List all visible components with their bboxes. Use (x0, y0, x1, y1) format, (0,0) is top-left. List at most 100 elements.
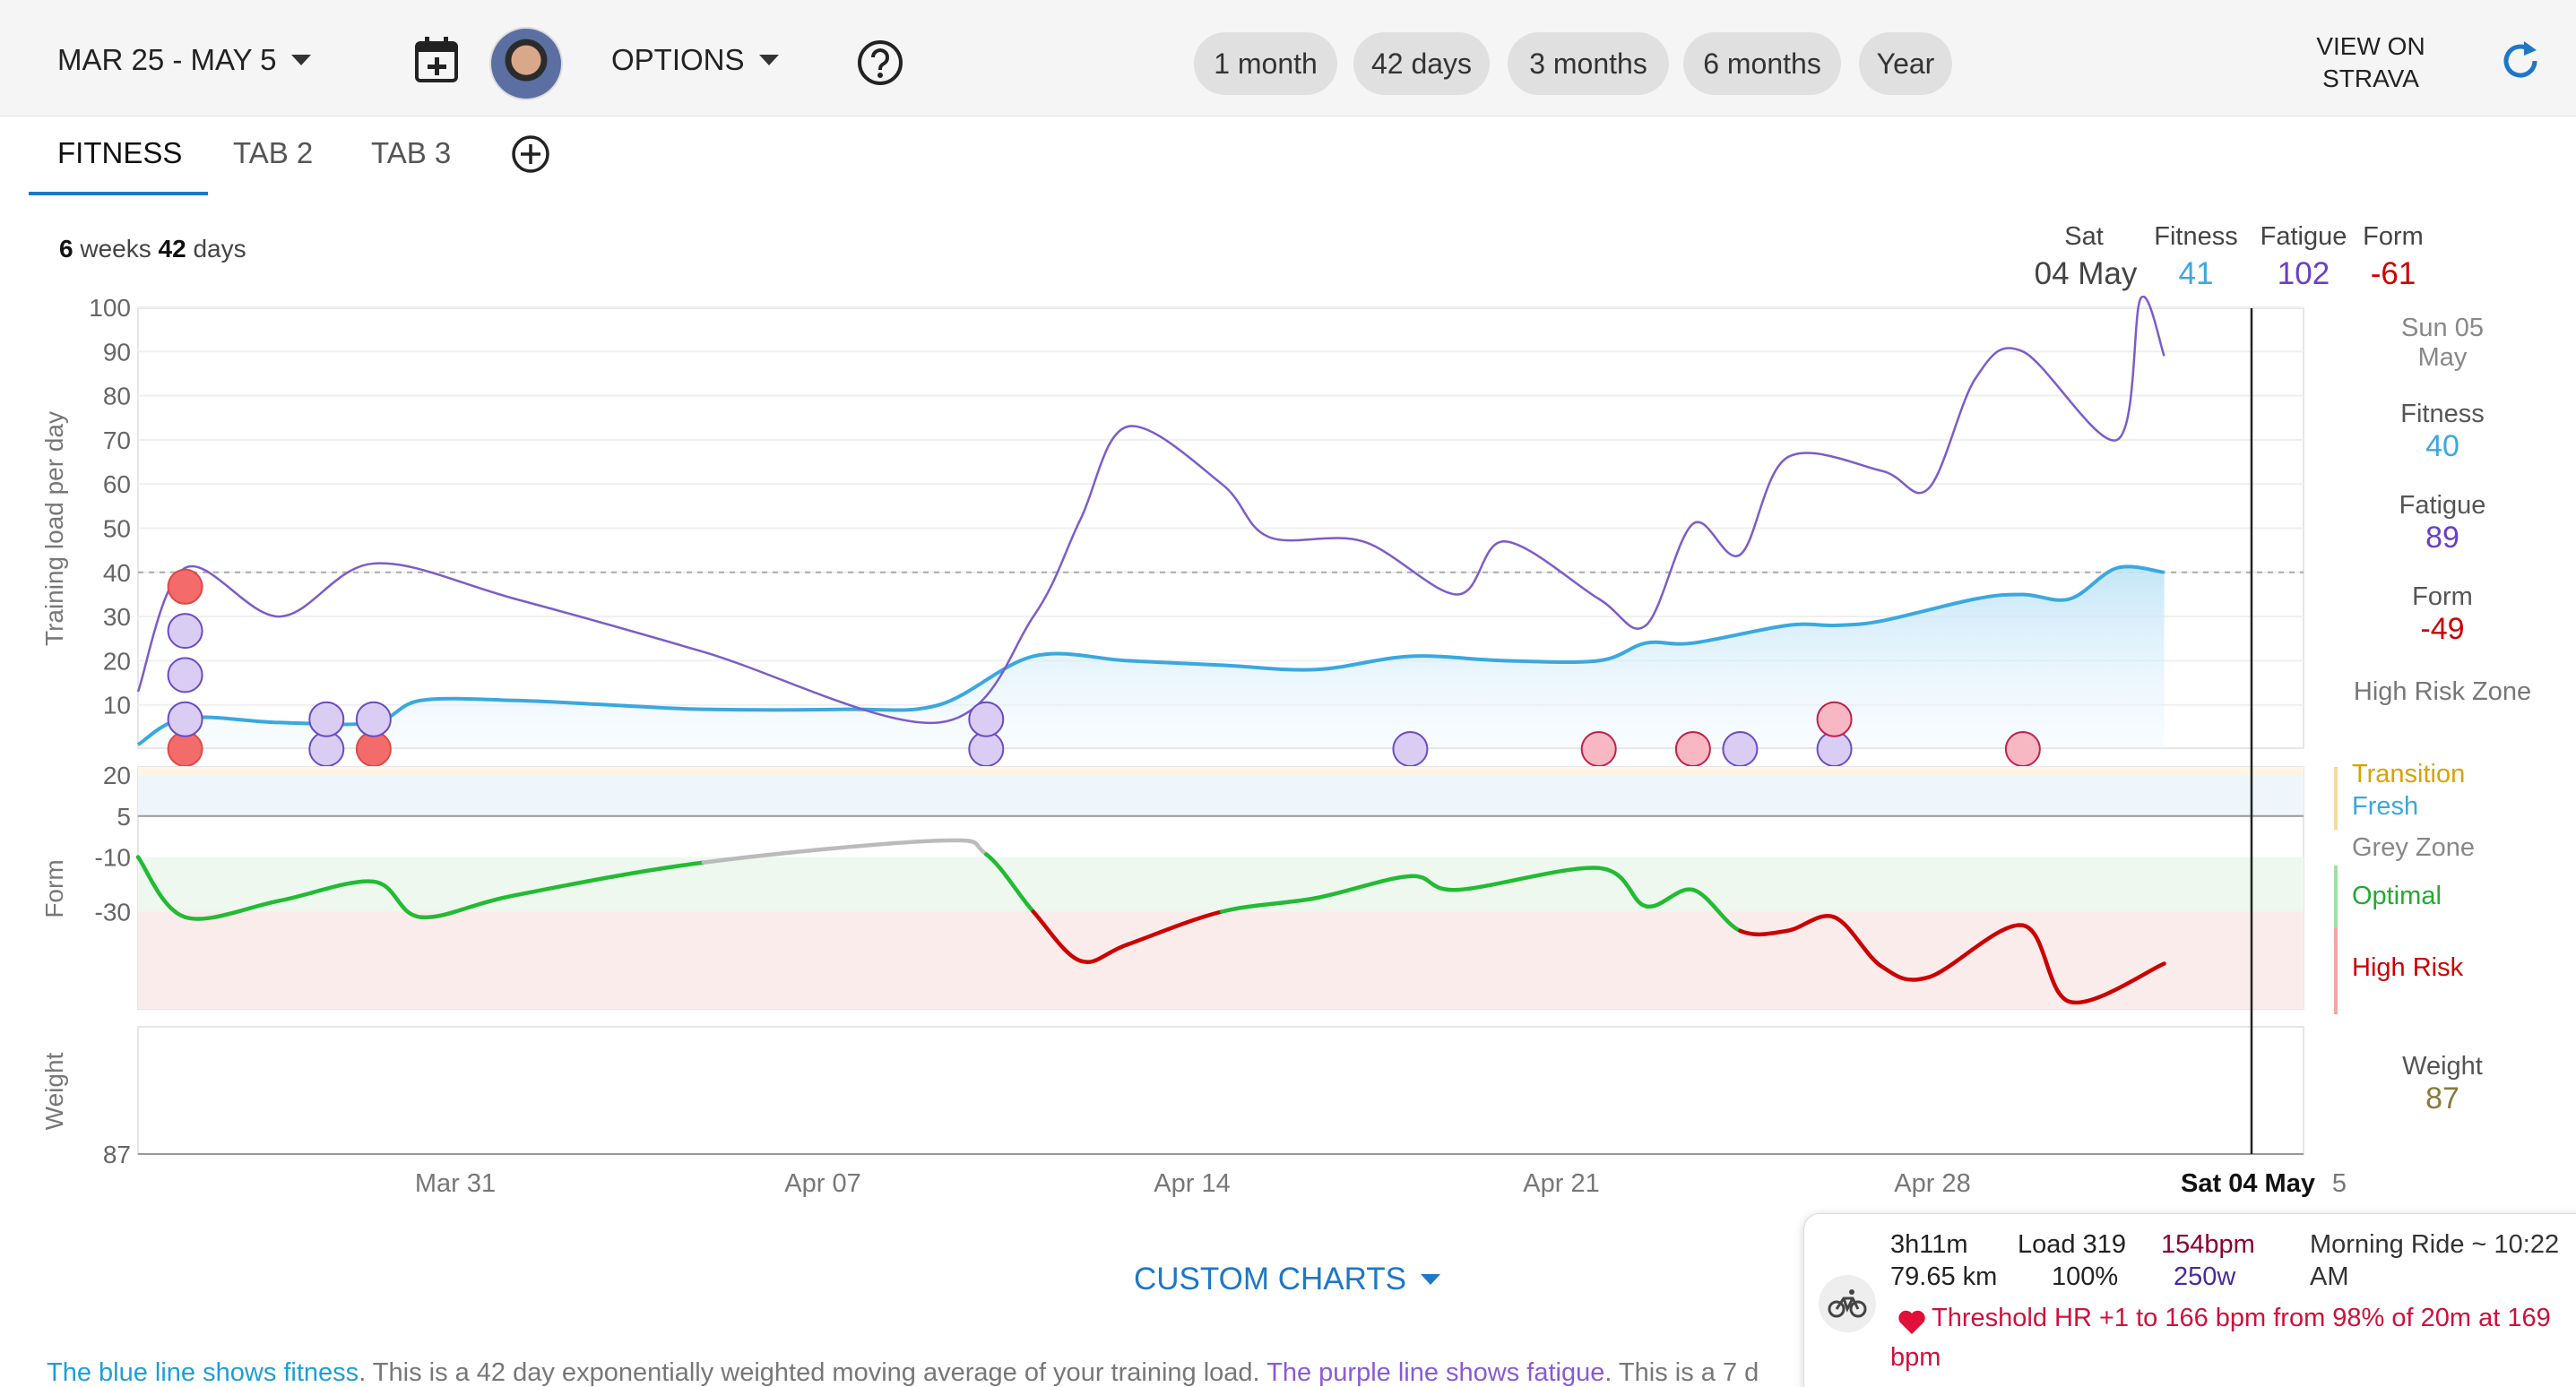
fatigue-description-link[interactable]: The purple line shows fatigue (1266, 1358, 1605, 1387)
x-tick-label: Apr 14 (1154, 1169, 1230, 1198)
y-tick-label: 90 (103, 338, 131, 366)
tab-3[interactable]: TAB 3 (371, 136, 452, 169)
weight-chart: 87 Weight (40, 1026, 2304, 1168)
threshold-note-continued: bpm (1890, 1343, 1941, 1372)
custom-charts-dropdown[interactable]: CUSTOM CHARTS (1134, 1262, 1441, 1297)
right-panel-fitness: Fitness 40 (2330, 400, 2554, 464)
form-line-segment (2020, 923, 2072, 1004)
y-tick-label: 70 (103, 426, 131, 454)
help-icon[interactable] (857, 39, 903, 86)
zone-bar-high-risk (2334, 928, 2338, 1014)
chevron-down-icon (290, 55, 311, 65)
zone-optimal (138, 857, 2304, 912)
zone-transition (138, 767, 2304, 775)
y-tick-label: 10 (103, 692, 131, 719)
panel-weight-label: Weight (2402, 1052, 2483, 1081)
period-summary: 6 weeks 42 days (59, 235, 246, 263)
form-line-segment (1738, 928, 1790, 937)
x-tick-label: Apr 21 (1523, 1169, 1599, 1198)
activity-dot (1580, 731, 1617, 767)
refresh-icon[interactable] (2497, 38, 2544, 84)
activity-title[interactable]: Morning Ride ~ 10:22 (2310, 1230, 2560, 1259)
form-tick-label: -30 (95, 899, 131, 926)
options-dropdown[interactable]: OPTIONS (611, 43, 779, 77)
activity-dot (355, 701, 392, 737)
form-line-segment (1408, 874, 1460, 892)
fatigue-line (136, 296, 2165, 725)
readout-fitness-label: Fitness (2154, 222, 2238, 251)
activity-title-continued: AM (2310, 1262, 2349, 1291)
form-line-segment (1078, 942, 1130, 964)
zone-high-risk-label: High Risk (2352, 953, 2464, 982)
period-year-button[interactable]: Year (1859, 32, 1952, 95)
calendar-add-icon[interactable] (414, 36, 459, 84)
activity-distance: 79.65 km (1890, 1262, 1998, 1291)
form-line-segment (1455, 866, 1601, 892)
fitness-chart[interactable]: 10 20 30 40 50 60 70 80 90 100 Training load per d… (0, 296, 2576, 1201)
activity-duration: 3h11m (1890, 1230, 1968, 1259)
add-tab-icon[interactable] (511, 134, 550, 174)
days-count: 42 (158, 235, 186, 263)
top-toolbar: MAR 25 - MAY 5 OPTIONS 1 month 42 days 3… (0, 0, 2576, 116)
form-tick-label: -10 (95, 844, 131, 872)
zone-fresh (138, 775, 2304, 816)
activity-popup[interactable]: 3h11m 79.65 km Load 319 100% 154bpm 250w… (1803, 1213, 2576, 1387)
y-tick-label: 60 (103, 470, 131, 498)
readout-date: 04 May (2034, 256, 2138, 291)
weight-tick-label: 87 (103, 1141, 131, 1168)
y-tick-label: 80 (103, 383, 131, 410)
description-text-end: . This is a 7 d (1604, 1358, 1759, 1387)
form-line-segment (135, 855, 187, 919)
readout-fatigue-value: 102 (2277, 256, 2330, 291)
activity-dot (1722, 731, 1759, 767)
view-on-strava-line2: STRAVA (2322, 65, 2419, 92)
form-line-segment (1031, 909, 1083, 963)
training-load-chart: 10 20 30 40 50 60 70 80 90 100 Training load per d… (40, 296, 2304, 767)
zone-transition-label: Transition (2352, 760, 2466, 788)
tab-2[interactable]: TAB 2 (233, 136, 314, 169)
activity-dot (1392, 731, 1429, 767)
y-tick-label: 30 (103, 603, 131, 631)
activity-dot (308, 701, 345, 737)
weight-axis-label: Weight (40, 1052, 68, 1130)
fitness-line (136, 564, 2165, 746)
view-on-strava-link[interactable]: VIEW ON STRAVA (2295, 30, 2447, 95)
fitness-description-link[interactable]: The blue line shows fitness (47, 1358, 359, 1387)
tab-fitness[interactable]: FITNESS (57, 136, 183, 169)
activity-heart-rate: 154bpm (2161, 1230, 2255, 1259)
zone-bar-optimal (2334, 866, 2338, 928)
form-line-segment (371, 879, 423, 919)
activity-load-percent: 100% (2052, 1262, 2119, 1291)
form-line-segment (1832, 915, 1884, 969)
weeks-label: weeks (80, 235, 151, 263)
chevron-down-icon (758, 55, 779, 65)
activity-dot (1674, 731, 1711, 767)
description-text: . This is a 42 day exponentially weighte… (359, 1358, 1267, 1387)
period-3-months-button[interactable]: 3 months (1508, 32, 1669, 95)
form-tick-label: 20 (103, 762, 131, 789)
weight-plot-area (137, 1026, 2304, 1155)
date-range-dropdown[interactable]: MAR 25 - MAY 5 (57, 43, 311, 77)
activity-dot (968, 701, 1005, 737)
user-avatar[interactable] (489, 27, 563, 100)
readout-form-value: -61 (2370, 256, 2416, 291)
threshold-note: Threshold HR +1 to 166 bpm from 98% of 2… (1932, 1304, 2551, 1332)
y-tick-label: 100 (89, 296, 131, 322)
options-label: OPTIONS (611, 43, 745, 76)
y-axis-label: Training load per day (40, 411, 68, 646)
form-line-segment (701, 838, 941, 865)
panel-fatigue-label: Fatigue (2399, 491, 2486, 520)
zone-fresh-label: Fresh (2352, 792, 2419, 821)
x-axis: Mar 31 Apr 07 Apr 14 Apr 21 Apr 28 Sat 04 May… (415, 1169, 2347, 1198)
form-line-segment (1690, 887, 1742, 934)
period-1-month-button[interactable]: 1 month (1194, 32, 1337, 95)
form-line-segment (2068, 961, 2166, 1005)
right-panel-fatigue: Fatigue 89 (2330, 491, 2554, 556)
panel-fitness-value: 40 (2425, 429, 2459, 463)
bike-icon (1819, 1275, 1876, 1332)
period-6-months-button[interactable]: 6 months (1683, 32, 1841, 95)
fitness-area (138, 566, 2165, 748)
panel-fitness-label: Fitness (2400, 400, 2485, 428)
period-42-days-button[interactable]: 42 days (1353, 32, 1490, 95)
panel-fatigue-value: 89 (2425, 521, 2459, 555)
